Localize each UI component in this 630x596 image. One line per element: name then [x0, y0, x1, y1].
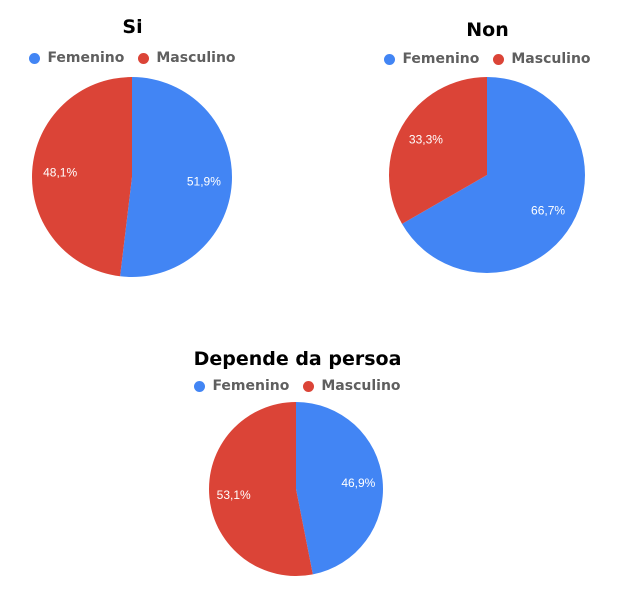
pie-slice-masculino [389, 77, 487, 224]
pie-slice-masculino [31, 77, 132, 277]
pie-chart-non: Non Femenino Masculino 66,7% 33,3% [355, 0, 620, 300]
pie-slice-femenino [402, 77, 585, 273]
legend-label-femenino: Femenino [402, 51, 480, 67]
legend-item-femenino: Femenino [194, 378, 289, 394]
pie-chart-si: Si Femenino Masculino 51,9% 48,1% [0, 0, 265, 300]
slice-label-masculino: 33,3% [409, 133, 443, 147]
slice-label-femenino: 46,9% [341, 476, 375, 490]
legend-label-femenino: Femenino [47, 50, 125, 66]
chart-title: Non [466, 19, 509, 41]
legend-item-masculino: Masculino [493, 51, 591, 67]
slice-label-femenino: 66,7% [531, 203, 565, 217]
legend-item-masculino: Masculino [138, 50, 236, 66]
legend-item-femenino: Femenino [29, 50, 124, 66]
legend-label-masculino: Masculino [511, 51, 591, 67]
legend-dot-femenino [384, 53, 396, 65]
legend-label-masculino: Masculino [156, 50, 236, 66]
pie: 46,9% 53,1% [209, 402, 383, 576]
legend: Femenino Masculino [0, 50, 265, 66]
pie-slice-masculino [209, 402, 313, 576]
pie-slice-femenino [296, 402, 383, 575]
legend: Femenino Masculino [355, 51, 620, 67]
legend-dot-femenino [29, 52, 41, 64]
chart-title: Si [122, 16, 143, 38]
slice-label-masculino: 48,1% [43, 166, 77, 180]
slice-label-femenino: 51,9% [187, 174, 221, 188]
legend-item-femenino: Femenino [384, 51, 479, 67]
legend-label-masculino: Masculino [321, 378, 401, 394]
slice-label-masculino: 53,1% [217, 488, 251, 502]
legend-dot-masculino [303, 380, 315, 392]
pie-chart-depende-da-persoa: Depende da persoa Femenino Masculino 46,… [165, 335, 430, 590]
legend-dot-masculino [493, 53, 505, 65]
legend-label-femenino: Femenino [212, 378, 290, 394]
chart-title: Depende da persoa [193, 348, 402, 370]
legend: Femenino Masculino [165, 378, 430, 394]
pie: 66,7% 33,3% [389, 77, 585, 273]
legend-dot-masculino [138, 52, 150, 64]
legend-item-masculino: Masculino [303, 378, 401, 394]
pie-slice-femenino [120, 77, 232, 277]
legend-dot-femenino [194, 380, 206, 392]
pie: 51,9% 48,1% [31, 77, 232, 277]
